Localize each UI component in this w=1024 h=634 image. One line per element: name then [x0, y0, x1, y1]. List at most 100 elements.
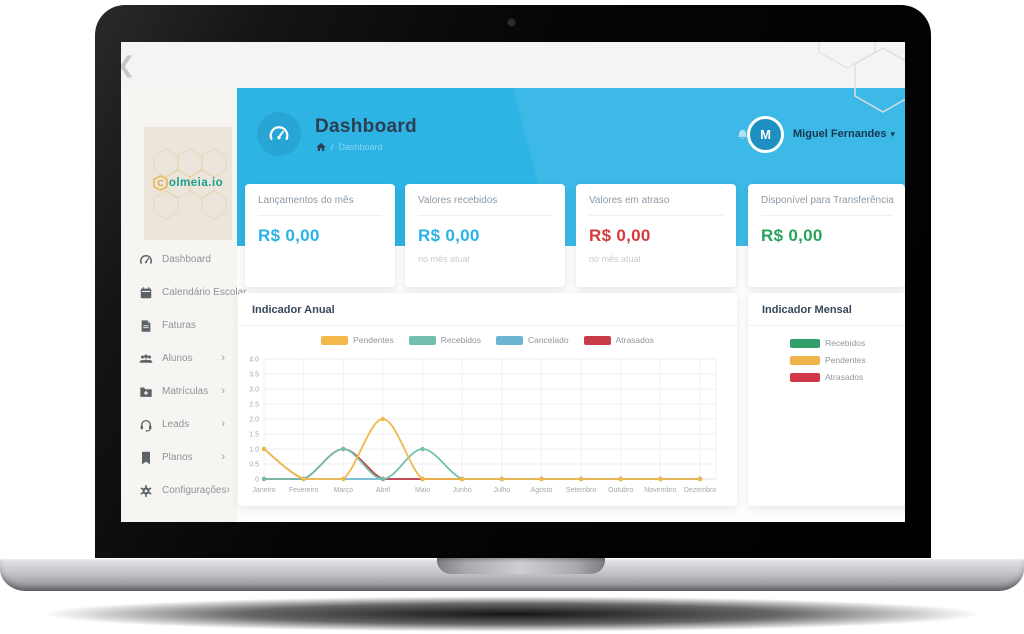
legend-item-pendentes[interactable]: Pendentes [790, 355, 905, 365]
laptop-shadow [38, 596, 986, 632]
sidebar-item-configuracoes[interactable]: Configurações › [121, 474, 237, 507]
stat-card-subtitle: no mês atual [589, 254, 641, 264]
sidebar-item-label: Dashboard [162, 254, 211, 265]
legend-item-atrasados[interactable]: Atrasados [790, 372, 905, 382]
legend-label: Recebidos [440, 335, 481, 345]
logo-text: olmeia.io [168, 177, 224, 189]
legend-swatch [408, 335, 436, 345]
svg-text:0.5: 0.5 [249, 462, 259, 469]
legend-swatch [790, 355, 820, 365]
sidebar-item-dashboard[interactable]: Dashboard [121, 243, 237, 276]
annual-line-chart: 4.0 3.5 3.0 2.5 2.0 1.5 1.0 0.5 0 Janeiro Fevereir… [249, 357, 717, 494]
legend-item-atrasados[interactable]: Atrasados [583, 335, 654, 345]
sidebar-item-alunos[interactable]: Alunos › [121, 342, 237, 375]
sidebar-nav: Dashboard Calendário Escolar Faturas Alunos… [121, 243, 247, 507]
sidebar-item-planos[interactable]: Planos › [121, 441, 237, 474]
bookmark-icon [138, 450, 153, 465]
stat-card-value: R$ 0,00 [761, 226, 823, 245]
divider [589, 215, 723, 216]
svg-text:Julho: Julho [493, 487, 510, 494]
legend-label: Cancelado [527, 335, 569, 345]
svg-text:3.5: 3.5 [249, 372, 259, 379]
chevron-right-icon: › [221, 385, 225, 397]
top-strip [121, 42, 905, 88]
stat-card-value: R$ 0,00 [589, 226, 651, 245]
svg-text:3.0: 3.0 [249, 387, 259, 394]
honeycomb-pattern-icon [153, 148, 227, 220]
app-screen: ❮ [121, 42, 905, 522]
chevron-right-icon: › [221, 418, 225, 430]
stat-card-title: Valores em atraso [589, 195, 670, 206]
chart-legend: Pendentes Recebidos Cancelado Atrasados [238, 333, 737, 347]
stat-card-value: R$ 0,00 [418, 226, 480, 245]
user-avatar[interactable]: M [747, 116, 784, 153]
divider [761, 215, 892, 216]
legend-item-recebidos[interactable]: Recebidos [408, 335, 481, 345]
legend-item-pendentes[interactable]: Pendentes [321, 335, 394, 345]
gauge-icon [138, 252, 153, 267]
svg-text:Setembro: Setembro [566, 487, 596, 494]
svg-text:0: 0 [255, 477, 259, 484]
sidebar: C olmeia.io Dashboard Calendário Escolar F… [121, 88, 247, 522]
sidebar-item-faturas[interactable]: Faturas [121, 309, 237, 342]
breadcrumb-separator: / [331, 142, 334, 152]
notifications-bell-icon[interactable] [737, 128, 748, 146]
svg-text:2.5: 2.5 [249, 402, 259, 409]
svg-text:Janeiro: Janeiro [253, 487, 276, 494]
laptop-base [0, 558, 1024, 591]
legend-item-recebidos[interactable]: Recebidos [790, 338, 905, 348]
chart-legend: Recebidos Pendentes Atrasados [748, 338, 905, 382]
home-icon[interactable] [316, 142, 326, 152]
page-title: Dashboard [315, 116, 417, 137]
sidebar-item-label: Planos [162, 452, 193, 463]
stat-card-title: Lançamentos do mês [258, 195, 354, 206]
svg-text:2.0: 2.0 [249, 417, 259, 424]
user-name: Miguel Fernandes [793, 128, 887, 140]
breadcrumb-page[interactable]: Dashboard [338, 142, 383, 152]
chevron-right-icon: › [226, 484, 231, 496]
carousel-prev-button[interactable]: ❮ [121, 52, 135, 78]
folder-plus-icon [138, 384, 153, 399]
sidebar-item-calendario-escolar[interactable]: Calendário Escolar [121, 276, 247, 309]
stat-card-valores-recebidos: Valores recebidos R$ 0,00 no mês atual [405, 184, 565, 287]
svg-text:Outubro: Outubro [608, 487, 633, 494]
sidebar-item-matriculas[interactable]: Matrículas › [121, 375, 237, 408]
logo-hexagon-icon: C [153, 175, 168, 191]
legend-label: Pendentes [353, 335, 394, 345]
divider [238, 325, 737, 326]
panel-indicador-mensal: Indicador Mensal Recebidos Pendentes Atras… [748, 293, 905, 506]
laptop-base-notch [437, 558, 605, 574]
svg-text:Abril: Abril [376, 487, 390, 494]
panel-title: Indicador Anual [252, 304, 335, 316]
stat-card-valores-em-atraso: Valores em atraso R$ 0,00 no mês atual [576, 184, 736, 287]
svg-text:1.5: 1.5 [249, 432, 259, 439]
user-menu[interactable]: Miguel Fernandes ▾ [793, 128, 895, 140]
divider [418, 215, 552, 216]
svg-text:4.0: 4.0 [249, 357, 259, 364]
panel-indicador-anual: Indicador Anual Pendentes Recebidos Cancel… [238, 293, 737, 506]
students-icon [138, 351, 153, 366]
svg-text:C: C [157, 178, 163, 188]
svg-text:Junho: Junho [453, 487, 472, 494]
invoice-icon [138, 318, 153, 333]
stat-card-subtitle: no mês atual [418, 254, 470, 264]
legend-swatch [495, 335, 523, 345]
chevron-right-icon: › [221, 352, 225, 364]
legend-swatch [583, 335, 611, 345]
legend-swatch [321, 335, 349, 345]
legend-label: Atrasados [825, 372, 864, 382]
breadcrumb: / Dashboard [316, 142, 383, 152]
dashboard-badge [257, 112, 301, 156]
logo[interactable]: C olmeia.io [144, 127, 232, 240]
legend-item-cancelado[interactable]: Cancelado [495, 335, 569, 345]
chevron-right-icon: › [221, 451, 225, 463]
legend-label: Recebidos [825, 338, 866, 348]
legend-label: Atrasados [615, 335, 654, 345]
sidebar-item-leads[interactable]: Leads › [121, 408, 237, 441]
sidebar-item-label: Faturas [162, 320, 196, 331]
divider [258, 215, 382, 216]
sidebar-item-label: Configurações [162, 485, 227, 496]
sidebar-item-label: Leads [162, 419, 190, 430]
legend-label: Pendentes [825, 355, 866, 365]
svg-text:Maio: Maio [415, 487, 430, 494]
